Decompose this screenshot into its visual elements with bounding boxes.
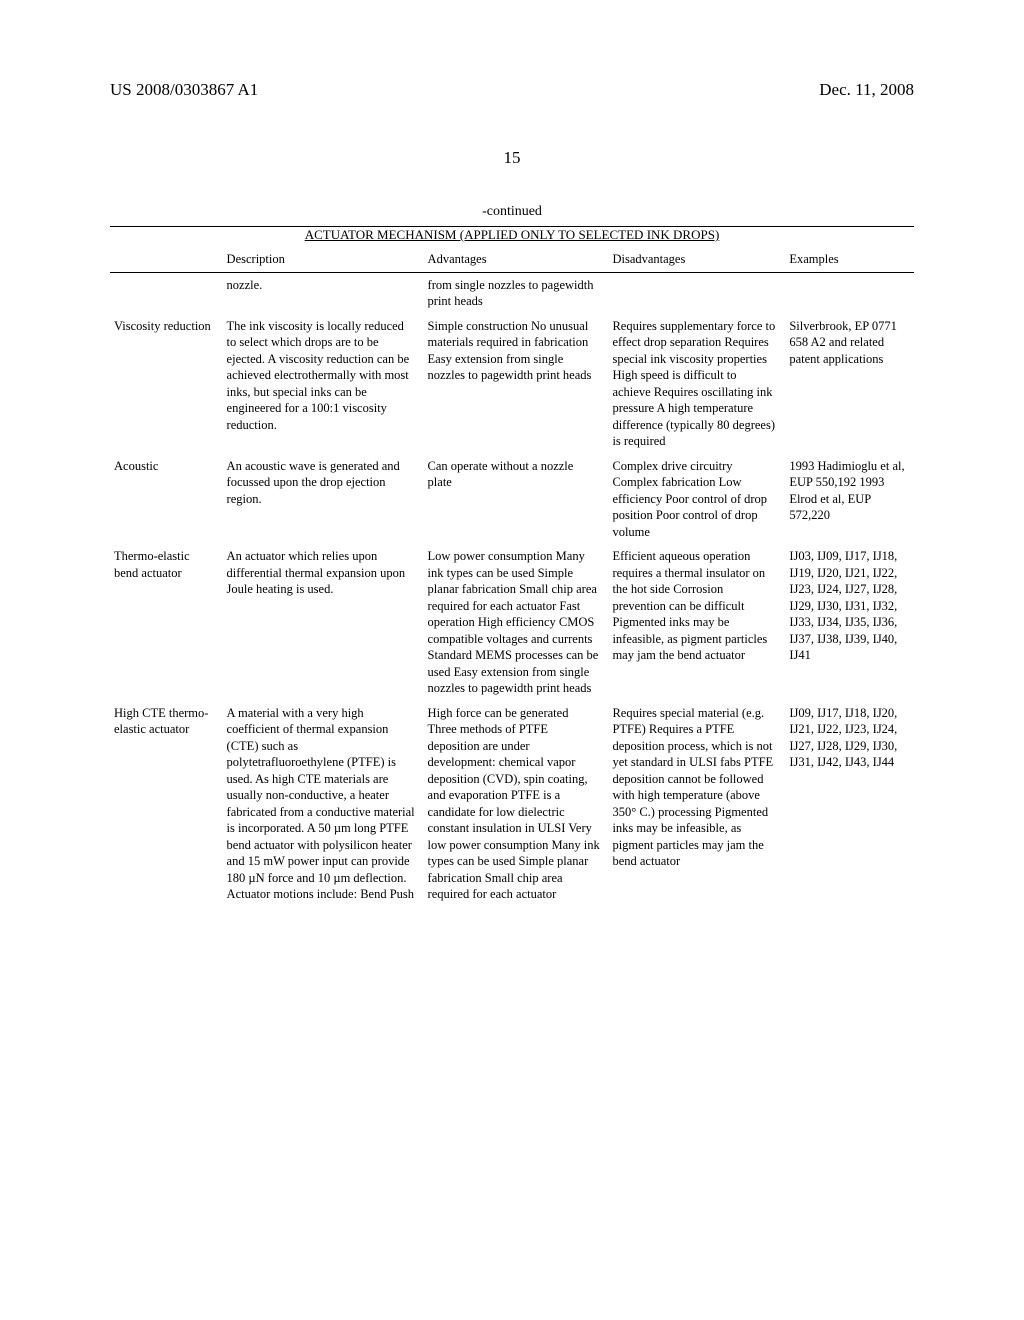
cell-desc: An actuator which relies upon differenti… [223,544,424,701]
cell-name: Acoustic [110,454,223,545]
cell-name: High CTE thermo-elastic actuator [110,701,223,907]
page: US 2008/0303867 A1 Dec. 11, 2008 15 -con… [0,0,1024,947]
col-header-dis: Disadvantages [608,247,785,272]
col-header-adv: Advantages [424,247,609,272]
col-header-desc: Description [223,247,424,272]
table-title: ACTUATOR MECHANISM (APPLIED ONLY TO SELE… [110,227,914,243]
table-body: nozzle. from single nozzles to pagewidth… [110,273,914,907]
cell-adv: from single nozzles to pagewidth print h… [424,273,609,314]
cell-ex: IJ03, IJ09, IJ17, IJ18, IJ19, IJ20, IJ21… [785,544,914,701]
page-header: US 2008/0303867 A1 Dec. 11, 2008 [110,80,914,100]
cell-dis [608,273,785,314]
table-row: Acoustic An acoustic wave is generated a… [110,454,914,545]
cell-ex [785,273,914,314]
cell-name: Thermo-elastic bend actuator [110,544,223,701]
cell-ex: Silverbrook, EP 0771 658 A2 and related … [785,314,914,454]
page-number: 15 [110,148,914,168]
cell-adv: Low power consumption Many ink types can… [424,544,609,701]
cell-dis: Requires supplementary force to effect d… [608,314,785,454]
table-row: Viscosity reduction The ink viscosity is… [110,314,914,454]
cell-ex: 1993 Hadimioglu et al, EUP 550,192 1993 … [785,454,914,545]
cell-desc: An acoustic wave is generated and focuss… [223,454,424,545]
cell-ex: IJ09, IJ17, IJ18, IJ20, IJ21, IJ22, IJ23… [785,701,914,907]
cell-adv: Simple construction No unusual materials… [424,314,609,454]
table-row: Thermo-elastic bend actuator An actuator… [110,544,914,701]
continued-label: -continued [110,204,914,220]
cell-name: Viscosity reduction [110,314,223,454]
publication-date: Dec. 11, 2008 [819,80,914,100]
col-header-ex: Examples [785,247,914,272]
cell-adv: Can operate without a nozzle plate [424,454,609,545]
publication-number: US 2008/0303867 A1 [110,80,258,100]
cell-dis: Complex drive circuitry Complex fabricat… [608,454,785,545]
actuator-table: Description Advantages Disadvantages Exa… [110,247,914,907]
cell-name [110,273,223,314]
cell-desc: A material with a very high coefficient … [223,701,424,907]
cell-desc: The ink viscosity is locally reduced to … [223,314,424,454]
cell-dis: Requires special material (e.g. PTFE) Re… [608,701,785,907]
table-header-row: Description Advantages Disadvantages Exa… [110,247,914,272]
cell-desc: nozzle. [223,273,424,314]
table-row: High CTE thermo-elastic actuator A mater… [110,701,914,907]
cell-adv: High force can be generated Three method… [424,701,609,907]
table-row: nozzle. from single nozzles to pagewidth… [110,273,914,314]
cell-dis: Efficient aqueous operation requires a t… [608,544,785,701]
col-header-name [110,247,223,272]
